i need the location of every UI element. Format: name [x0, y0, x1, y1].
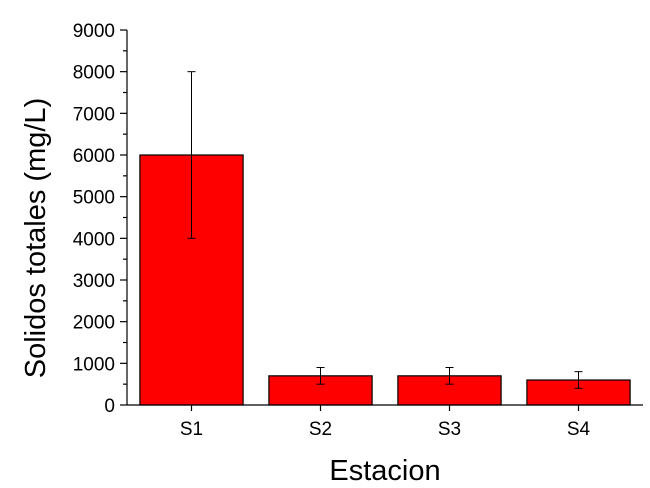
y-tick-label-7000: 7000	[73, 104, 115, 125]
bars-layer	[139, 154, 631, 406]
x-tick-label-s4: S4	[567, 419, 591, 440]
y-axis-title: Solidos totales (mg/L)	[20, 98, 52, 378]
y-tick-label-6000: 6000	[73, 146, 115, 167]
x-axis-title: Estacion	[329, 455, 440, 487]
error-bars-layer	[187, 71, 583, 389]
y-tick-label-5000: 5000	[73, 188, 115, 209]
tick-labels-layer: S1 S2 S3 S4 0 1000 2000 3000 4000 5000 6000 7000 800…	[73, 21, 591, 440]
y-tick-label-9000: 9000	[73, 21, 115, 42]
x-tick-label-s3: S3	[438, 419, 461, 440]
y-tick-label-1000: 1000	[73, 354, 115, 375]
y-tick-label-4000: 4000	[73, 229, 115, 250]
y-tick-label-0: 0	[104, 396, 115, 417]
x-tick-label-s2: S2	[309, 419, 332, 440]
bar-s4	[526, 379, 631, 406]
y-tick-label-8000: 8000	[73, 63, 115, 84]
y-tick-label-2000: 2000	[73, 313, 115, 334]
y-tick-label-3000: 3000	[73, 271, 115, 292]
axes-layer	[120, 29, 643, 411]
x-tick-label-s1: S1	[180, 419, 203, 440]
